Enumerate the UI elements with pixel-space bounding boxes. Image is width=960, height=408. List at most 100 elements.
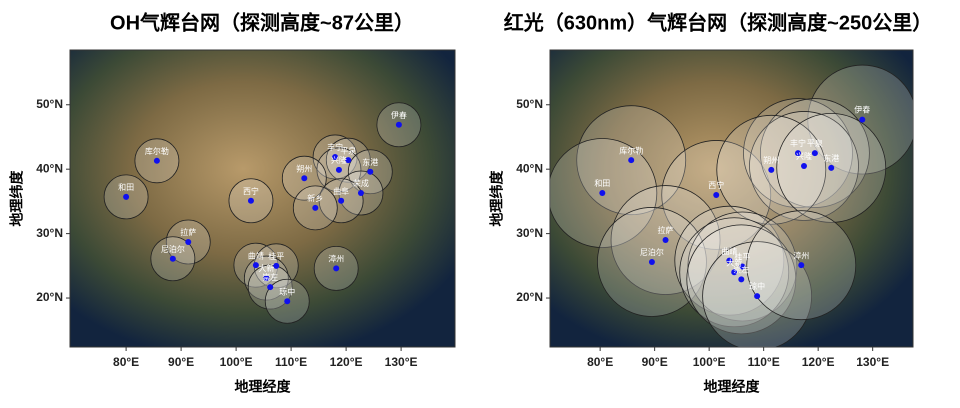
station-point	[284, 298, 291, 305]
station-point	[599, 190, 606, 197]
x-tick-label: 110°E	[275, 355, 307, 369]
station-label: 崇左	[262, 272, 278, 282]
y-tick-label: 40°N	[36, 161, 63, 175]
station-label: 朔州	[763, 155, 779, 165]
station-point	[153, 157, 160, 164]
station-label: 朔州	[296, 163, 312, 173]
station-label: 伊春	[391, 110, 407, 120]
station-point	[794, 150, 801, 157]
station-point	[367, 168, 374, 175]
x-tick-label: 130°E	[856, 355, 889, 369]
station-label: 兴隆	[796, 151, 812, 161]
x-tick-label: 110°E	[748, 355, 780, 369]
station-point	[731, 269, 738, 276]
station-label: 库尔勒	[145, 146, 169, 156]
station-point	[169, 255, 176, 262]
station-label: 丰宁	[790, 138, 806, 148]
station-label: 漳州	[793, 250, 809, 260]
x-tick-label: 120°E	[802, 355, 835, 369]
station-label: 和田	[594, 179, 610, 188]
x-tick-label: 80°E	[113, 355, 139, 369]
station-point	[628, 157, 635, 164]
station-point	[247, 197, 254, 204]
station-point	[338, 197, 345, 204]
station-label: 东港	[362, 157, 378, 167]
station-point	[267, 284, 274, 291]
x-tick-label: 120°E	[330, 355, 363, 369]
station-label: 崇左	[733, 264, 749, 274]
station-point	[738, 276, 745, 283]
station-point	[395, 121, 402, 128]
station-point	[648, 258, 655, 265]
y-tick-label: 30°N	[36, 226, 63, 240]
station-label: 和田	[118, 183, 134, 192]
station-label: 西宁	[708, 180, 724, 190]
station-label: 平泉	[807, 138, 823, 148]
station-label: 兴隆	[331, 155, 347, 165]
station-point	[345, 157, 352, 164]
y-tick-label: 20°N	[36, 290, 63, 304]
station-label: 曲靖	[248, 250, 264, 260]
map-frame	[549, 49, 914, 348]
station-point	[828, 164, 835, 171]
station-point	[185, 238, 192, 245]
station-label: 漳州	[328, 254, 344, 264]
station-label: 琼中	[749, 281, 765, 291]
map-frame	[69, 49, 456, 348]
x-tick-label: 90°E	[642, 355, 668, 369]
station-point	[739, 263, 746, 270]
station-point	[263, 275, 270, 282]
station-label: 东港	[823, 153, 839, 163]
station-label: 拉萨	[180, 227, 196, 237]
station-label: 尼泊尔	[161, 244, 185, 254]
y-tick-label: 50°N	[36, 97, 63, 111]
x-tick-label: 90°E	[168, 355, 194, 369]
x-axis-label: 地理经度	[235, 379, 292, 395]
station-point	[726, 257, 733, 264]
station-label: 桂平	[268, 251, 284, 261]
y-tick-label: 50°N	[516, 97, 543, 111]
station-label: 库尔勒	[619, 145, 643, 155]
x-tick-label: 130°E	[385, 355, 418, 369]
station-label: 大新	[258, 263, 274, 273]
y-tick-label: 30°N	[516, 226, 543, 240]
station-label: 丰宁	[327, 142, 343, 152]
y-axis-label: 地理纬度	[489, 170, 505, 227]
y-tick-label: 20°N	[516, 290, 543, 304]
station-point	[332, 153, 339, 160]
station-label: 拉萨	[658, 225, 674, 235]
station-point	[754, 293, 761, 300]
map-title: OH气辉台网（探测高度~87公里）	[110, 10, 414, 34]
y-axis-label: 地理纬度	[9, 170, 25, 227]
x-tick-label: 100°E	[693, 355, 726, 369]
station-point	[768, 166, 775, 173]
station-point	[713, 191, 720, 198]
station-point	[800, 162, 807, 169]
station-label: 大新	[726, 257, 742, 267]
station-label: 平泉	[340, 145, 356, 155]
x-axis-label: 地理经度	[704, 379, 761, 395]
station-label: 伊春	[854, 105, 870, 115]
station-label: 西宁	[243, 186, 259, 196]
station-label: 曲靖	[721, 246, 737, 256]
station-label: 曲阜	[333, 186, 349, 196]
station-point	[798, 262, 805, 269]
station-point	[335, 166, 342, 173]
station-label: 琼中	[279, 286, 295, 296]
station-point	[811, 150, 818, 157]
station-point	[252, 262, 259, 269]
x-tick-label: 80°E	[587, 355, 613, 369]
station-point	[333, 265, 340, 272]
station-label: 新乡	[307, 193, 323, 203]
y-tick-label: 40°N	[516, 161, 543, 175]
station-label: 荣成	[353, 178, 369, 188]
station-point	[859, 116, 866, 123]
station-point	[357, 190, 364, 197]
station-point	[312, 204, 319, 211]
x-tick-label: 100°E	[220, 355, 253, 369]
station-point	[123, 193, 130, 200]
map-background	[70, 50, 455, 347]
